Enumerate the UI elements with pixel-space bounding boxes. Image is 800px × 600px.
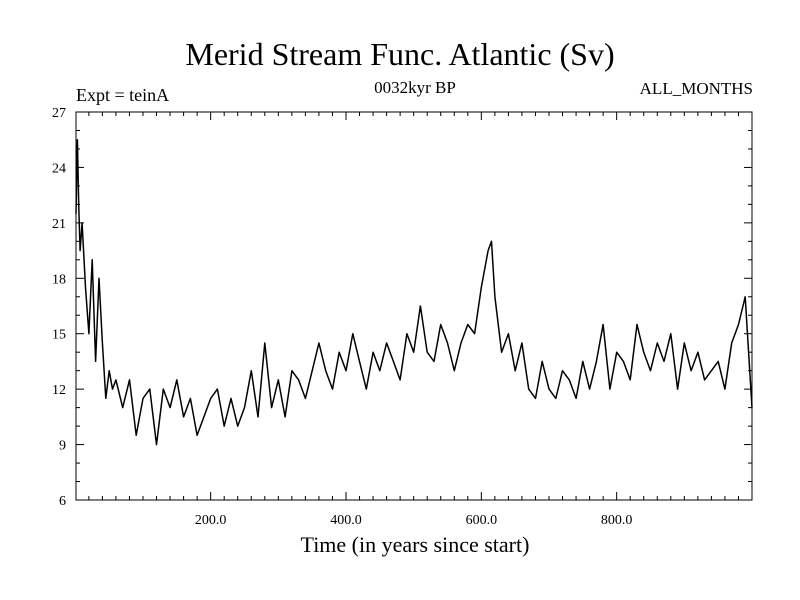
months-label: ALL_MONTHS — [639, 79, 753, 98]
plot-frame — [75, 111, 753, 501]
x-tick-label: 800.0 — [601, 513, 633, 528]
y-tick-label: 24 — [52, 161, 66, 176]
experiment-label: Expt = teinA — [76, 85, 170, 105]
y-tick-label: 6 — [59, 494, 66, 509]
period-label: 0032kyr BP — [374, 78, 456, 97]
y-tick-label: 27 — [52, 106, 66, 121]
x-axis-label: Time (in years since start) — [300, 532, 530, 557]
x-tick-label: 400.0 — [330, 513, 362, 528]
x-tick-label: 200.0 — [195, 513, 227, 528]
y-tick-label: 15 — [52, 328, 66, 343]
y-tick-label: 12 — [52, 383, 66, 398]
y-tick-label: 18 — [52, 272, 66, 287]
series-line — [75, 138, 753, 446]
y-tick-label: 21 — [52, 217, 66, 232]
y-tick-label: 9 — [59, 439, 66, 454]
x-tick-label: 600.0 — [466, 513, 498, 528]
chart-title: Merid Stream Func. Atlantic (Sv) — [185, 36, 615, 72]
